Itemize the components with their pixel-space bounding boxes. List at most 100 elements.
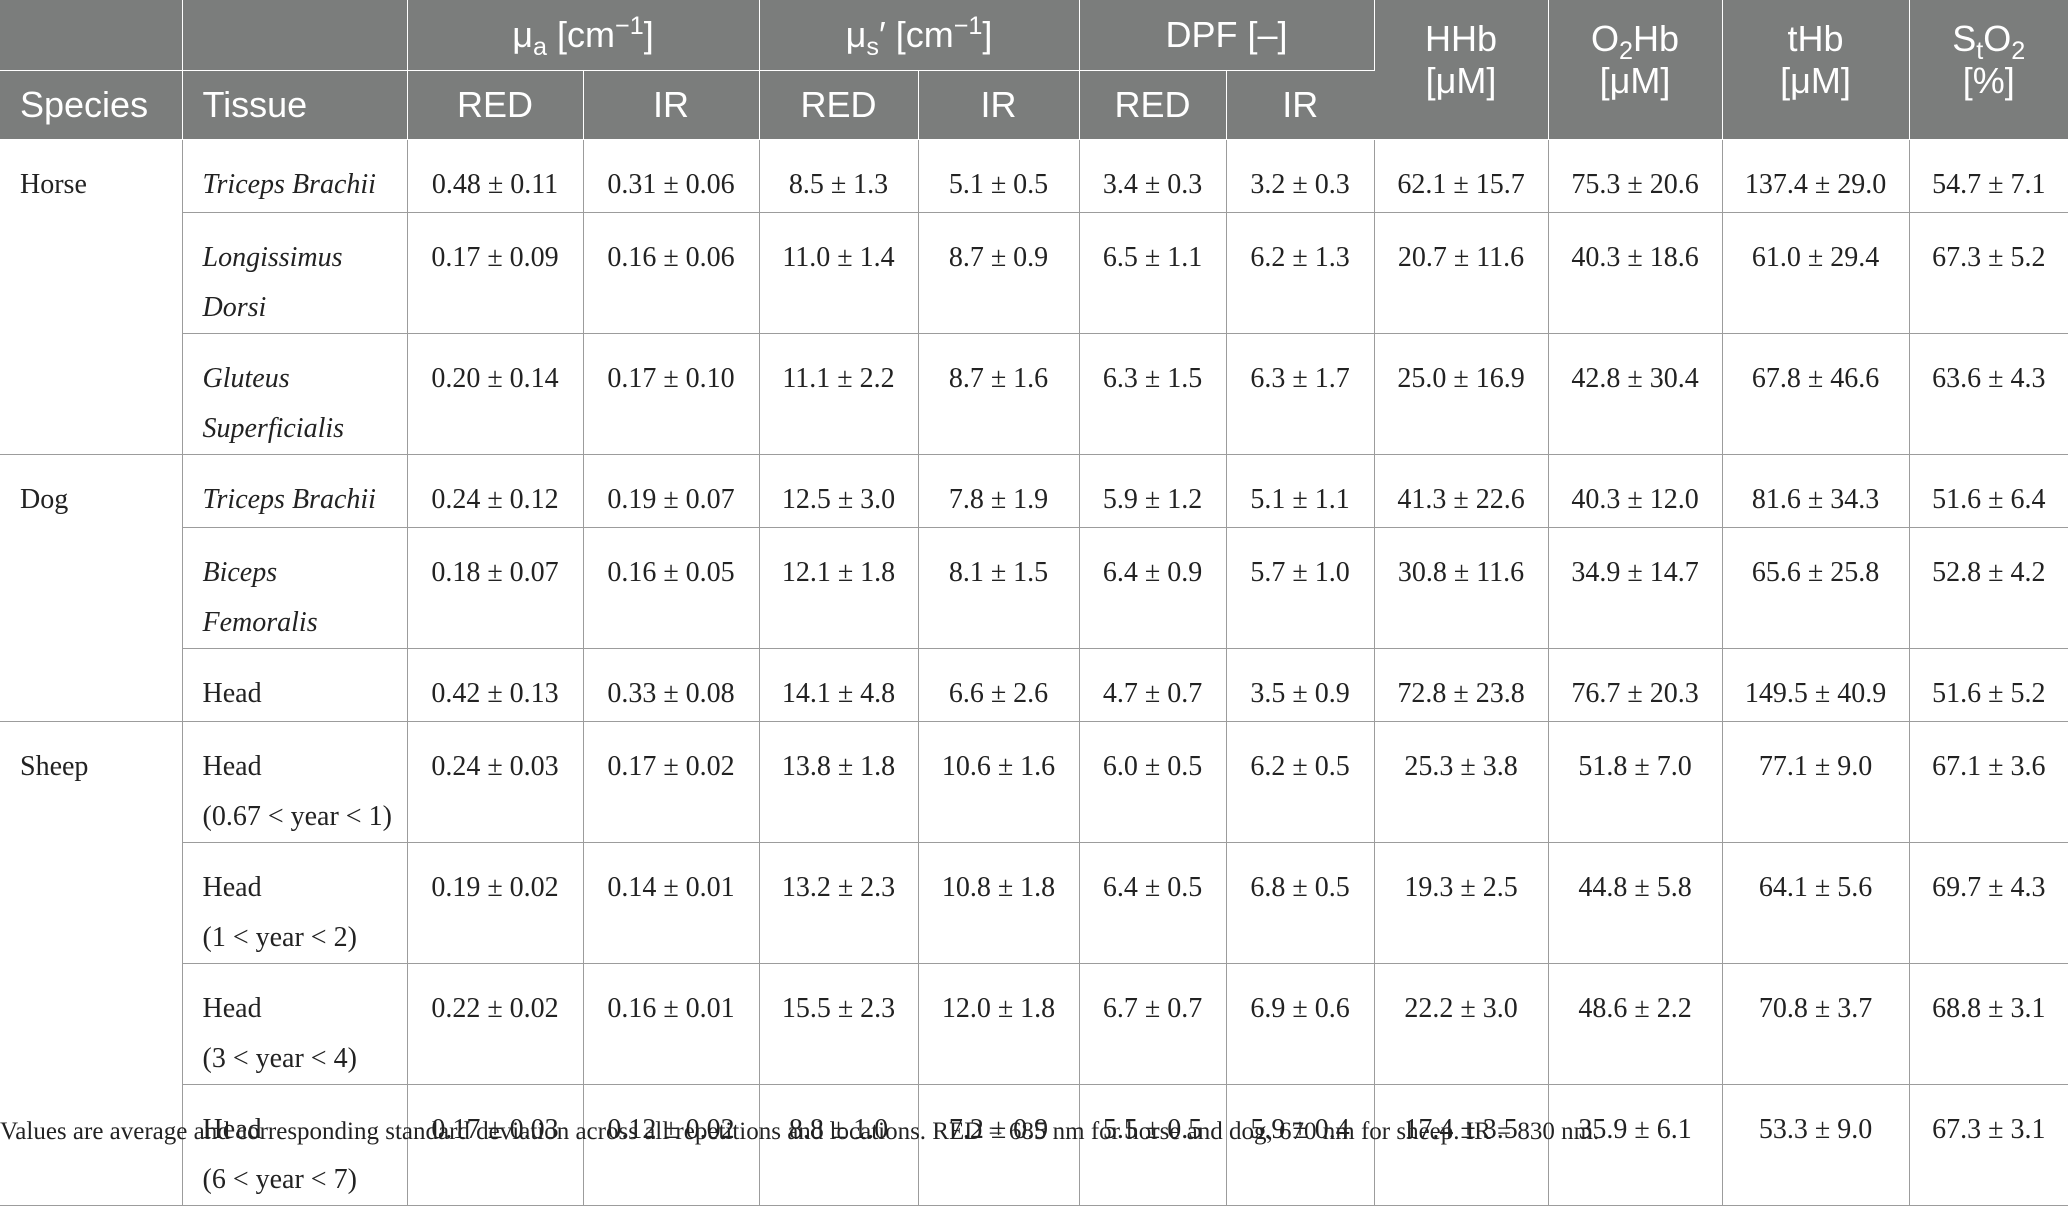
tissue-cell: Head bbox=[182, 648, 408, 722]
value-cell-dpf-ir: 6.3 ± 1.7 bbox=[1226, 333, 1375, 455]
value-cell-mus-ir: 7.8 ± 1.9 bbox=[918, 454, 1080, 528]
value-cell-dpf-ir: 6.2 ± 0.5 bbox=[1226, 721, 1375, 843]
value-cell-thb: 67.8 ± 46.6 bbox=[1722, 333, 1910, 455]
header-empty-species bbox=[0, 0, 183, 71]
value-cell-mus-red: 12.1 ± 1.8 bbox=[759, 527, 919, 649]
header-dpf-red: RED bbox=[1079, 70, 1227, 140]
value-cell-mua-red: 0.19 ± 0.02 bbox=[407, 842, 584, 964]
value-cell-hhb: 25.3 ± 3.8 bbox=[1374, 721, 1549, 843]
value-cell-dpf-red: 3.4 ± 0.3 bbox=[1079, 139, 1227, 213]
tissue-name: Gluteus bbox=[202, 363, 290, 394]
value-cell-sto2: 67.3 ± 5.2 bbox=[1909, 212, 2068, 334]
value-cell-sto2: 63.6 ± 4.3 bbox=[1909, 333, 2068, 455]
value-cell-sto2: 69.7 ± 4.3 bbox=[1909, 842, 2068, 964]
value-cell-dpf-ir: 6.9 ± 0.6 bbox=[1226, 963, 1375, 1085]
tissue-name: Head bbox=[202, 678, 262, 709]
value-cell-hhb: 41.3 ± 22.6 bbox=[1374, 454, 1549, 528]
tissue-detail: (6 < year < 7) bbox=[202, 1164, 357, 1195]
table-footnote: Values are average and corresponding sta… bbox=[0, 1118, 1600, 1145]
value-cell-thb: 65.6 ± 25.8 bbox=[1722, 527, 1910, 649]
tissue-cell: Gluteus Superficialis bbox=[182, 333, 408, 455]
value-cell-hhb: 22.2 ± 3.0 bbox=[1374, 963, 1549, 1085]
value-cell-hhb: 62.1 ± 15.7 bbox=[1374, 139, 1549, 213]
tissue-cell: Biceps Femoralis bbox=[182, 527, 408, 649]
tissue-name: Biceps bbox=[202, 557, 278, 588]
value-cell-dpf-ir: 5.7 ± 1.0 bbox=[1226, 527, 1375, 649]
value-cell-sto2: 67.3 ± 3.1 bbox=[1909, 1084, 2068, 1206]
header-group-row: μa [cm−1] μs′ [cm−1] DPF [–] HHb [μM] O2H… bbox=[0, 0, 2068, 140]
value-cell-mus-red: 12.5 ± 3.0 bbox=[759, 454, 919, 528]
tissue-detail: Femoralis bbox=[202, 607, 318, 638]
tissue-name: Triceps Brachii bbox=[202, 169, 376, 200]
header-mus-red: RED bbox=[759, 70, 919, 140]
value-cell-thb: 61.0 ± 29.4 bbox=[1722, 212, 1910, 334]
value-cell-sto2: 51.6 ± 5.2 bbox=[1909, 648, 2068, 722]
value-cell-hhb: 20.7 ± 11.6 bbox=[1374, 212, 1549, 334]
value-cell-dpf-red: 6.5 ± 1.1 bbox=[1079, 212, 1227, 334]
value-cell-sto2: 68.8 ± 3.1 bbox=[1909, 963, 2068, 1085]
value-cell-dpf-red: 6.4 ± 0.9 bbox=[1079, 527, 1227, 649]
tissue-name: Head bbox=[202, 993, 262, 1024]
header-mu-a: μa [cm−1] bbox=[407, 0, 760, 71]
tissue-detail: (1 < year < 2) bbox=[202, 922, 357, 953]
value-cell-mua-red: 0.48 ± 0.11 bbox=[407, 139, 584, 213]
value-cell-mua-ir: 0.16 ± 0.01 bbox=[583, 963, 760, 1085]
header-tissue: Tissue bbox=[182, 70, 408, 140]
table-row: Biceps Femoralis 0.18 ± 0.07 0.16 ± 0.05 12.… bbox=[0, 527, 2068, 649]
value-cell-mus-red: 11.1 ± 2.2 bbox=[759, 333, 919, 455]
value-cell-dpf-red: 6.7 ± 0.7 bbox=[1079, 963, 1227, 1085]
tissue-cell: Triceps Brachii bbox=[182, 454, 408, 528]
value-cell-mua-red: 0.20 ± 0.14 bbox=[407, 333, 584, 455]
value-cell-o2hb: 51.8 ± 7.0 bbox=[1548, 721, 1723, 843]
value-cell-mus-ir: 10.6 ± 1.6 bbox=[918, 721, 1080, 843]
table-row: Head 0.42 ± 0.13 0.33 ± 0.08 14.1 ± 4.8 6.6 … bbox=[0, 648, 2068, 722]
value-cell-dpf-ir: 3.5 ± 0.9 bbox=[1226, 648, 1375, 722]
value-cell-mus-ir: 6.6 ± 2.6 bbox=[918, 648, 1080, 722]
value-cell-mua-ir: 0.14 ± 0.01 bbox=[583, 842, 760, 964]
value-cell-thb: 77.1 ± 9.0 bbox=[1722, 721, 1910, 843]
header-mu-s: μs′ [cm−1] bbox=[759, 0, 1080, 71]
value-cell-o2hb: 40.3 ± 12.0 bbox=[1548, 454, 1723, 528]
value-cell-thb: 70.8 ± 3.7 bbox=[1722, 963, 1910, 1085]
tissue-detail: Dorsi bbox=[202, 292, 267, 323]
tissue-name: Triceps Brachii bbox=[202, 484, 376, 515]
tissue-detail: (0.67 < year < 1) bbox=[202, 801, 392, 832]
value-cell-mua-red: 0.24 ± 0.12 bbox=[407, 454, 584, 528]
value-cell-o2hb: 76.7 ± 20.3 bbox=[1548, 648, 1723, 722]
value-cell-mus-red: 15.5 ± 2.3 bbox=[759, 963, 919, 1085]
value-cell-dpf-red: 6.4 ± 0.5 bbox=[1079, 842, 1227, 964]
table-body: Horse Triceps Brachii 0.48 ± 0.11 0.31 ± 0.… bbox=[0, 139, 2068, 1206]
tissue-name: Longissimus bbox=[202, 242, 343, 273]
species-cell: Dog bbox=[0, 454, 183, 722]
value-cell-mua-ir: 0.17 ± 0.02 bbox=[583, 721, 760, 843]
tissue-cell: Head (0.67 < year < 1) bbox=[182, 721, 408, 843]
tissue-name: Head bbox=[202, 751, 262, 782]
header-mus-ir: IR bbox=[918, 70, 1080, 140]
value-cell-sto2: 52.8 ± 4.2 bbox=[1909, 527, 2068, 649]
value-cell-o2hb: 48.6 ± 2.2 bbox=[1548, 963, 1723, 1085]
header-sto2: StO2 [%] bbox=[1909, 0, 2068, 140]
value-cell-dpf-ir: 3.2 ± 0.3 bbox=[1226, 139, 1375, 213]
value-cell-thb: 64.1 ± 5.6 bbox=[1722, 842, 1910, 964]
tissue-detail: (3 < year < 4) bbox=[202, 1043, 357, 1074]
header-dpf-ir: IR bbox=[1226, 70, 1375, 140]
value-cell-mua-red: 0.42 ± 0.13 bbox=[407, 648, 584, 722]
value-cell-o2hb: 75.3 ± 20.6 bbox=[1548, 139, 1723, 213]
value-cell-o2hb: 40.3 ± 18.6 bbox=[1548, 212, 1723, 334]
value-cell-dpf-red: 4.7 ± 0.7 bbox=[1079, 648, 1227, 722]
header-species: Species bbox=[0, 70, 183, 140]
value-cell-mus-ir: 12.0 ± 1.8 bbox=[918, 963, 1080, 1085]
value-cell-mus-red: 8.5 ± 1.3 bbox=[759, 139, 919, 213]
header-sub-row: Species Tissue RED IR RED IR RED IR bbox=[0, 70, 2068, 140]
value-cell-mus-ir: 8.1 ± 1.5 bbox=[918, 527, 1080, 649]
value-cell-dpf-ir: 5.1 ± 1.1 bbox=[1226, 454, 1375, 528]
value-cell-hhb: 30.8 ± 11.6 bbox=[1374, 527, 1549, 649]
value-cell-hhb: 19.3 ± 2.5 bbox=[1374, 842, 1549, 964]
value-cell-mus-red: 13.8 ± 1.8 bbox=[759, 721, 919, 843]
header-empty-tissue bbox=[182, 0, 408, 71]
value-cell-sto2: 67.1 ± 3.6 bbox=[1909, 721, 2068, 843]
value-cell-mua-red: 0.22 ± 0.02 bbox=[407, 963, 584, 1085]
value-cell-mua-ir: 0.17 ± 0.10 bbox=[583, 333, 760, 455]
